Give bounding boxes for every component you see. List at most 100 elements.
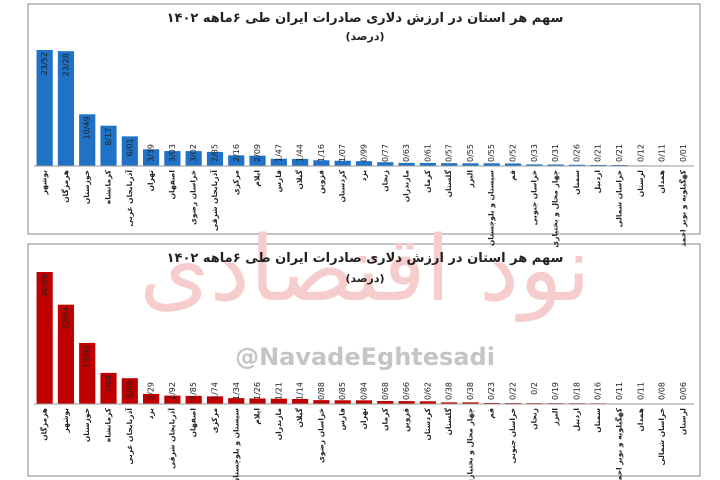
- bar: [483, 163, 500, 166]
- category-label: فارس: [274, 170, 283, 192]
- category-label: کرمان: [380, 407, 389, 431]
- bar: [228, 155, 245, 166]
- bar: [36, 272, 53, 404]
- category-label: قزوین: [402, 408, 411, 432]
- value-label: 0/18: [572, 382, 581, 400]
- category-label: آذربایجان شرقی: [166, 408, 176, 469]
- category-label: البرز: [551, 408, 560, 426]
- value-label: 0/68: [381, 382, 390, 400]
- value-label: 13/92: [83, 345, 92, 368]
- bar: [100, 125, 117, 166]
- bar: [504, 163, 522, 166]
- value-label: 2/85: [210, 144, 219, 162]
- bar: [590, 164, 607, 166]
- watermark: @NavadeEghtesadi: [235, 343, 495, 371]
- value-label: 1/07: [338, 144, 347, 162]
- bar: [121, 136, 138, 166]
- bar: [249, 155, 266, 166]
- value-label: 3/39: [147, 144, 156, 162]
- category-label: هرمزگان: [40, 408, 49, 441]
- category-label: سیستان و بلوچستان: [487, 170, 496, 246]
- value-label: 0/22: [509, 382, 518, 400]
- bar: [57, 304, 75, 404]
- bar: [270, 398, 287, 404]
- bar: [292, 158, 309, 166]
- category-label: مازندران: [274, 408, 283, 441]
- bar: [398, 401, 415, 404]
- bar: [313, 160, 330, 166]
- bar: [355, 400, 373, 404]
- value-label: 0/88: [317, 382, 326, 400]
- bar: [462, 163, 479, 166]
- category-label: مرکزی: [210, 408, 219, 434]
- bar: [419, 162, 436, 166]
- chart-subtitle: (درصد): [345, 272, 384, 285]
- panel-frame: [27, 243, 701, 477]
- bar: [568, 164, 585, 166]
- bar: [441, 163, 458, 166]
- value-label: 0/52: [509, 144, 518, 162]
- value-label: 1/47: [274, 144, 283, 162]
- value-label: 0/84: [360, 382, 369, 400]
- value-label: 0/38: [445, 382, 454, 400]
- chart-title: سهم هر استان در ارزش دلاری صادرات ایران …: [167, 251, 564, 266]
- bar: [143, 393, 160, 404]
- category-label: لرستان: [678, 408, 687, 435]
- value-label: 0/62: [423, 382, 432, 400]
- category-label: آذربایجان غربی: [124, 408, 134, 465]
- category-label: گلستان: [444, 407, 453, 435]
- category-label: چهار محال و بختیاری: [465, 408, 474, 480]
- category-label: گیلان: [295, 169, 304, 189]
- category-label: خراسان رضوی: [316, 408, 325, 463]
- bar: [206, 151, 224, 166]
- bar: [164, 395, 181, 404]
- category-label: تهران: [359, 408, 368, 430]
- category-label: خراسان جنوبی: [529, 170, 538, 225]
- category-label: فارس: [338, 408, 347, 430]
- value-label: 0/11: [615, 382, 624, 400]
- category-label: ایلام: [253, 170, 262, 187]
- category-label: کرمان: [423, 169, 432, 193]
- value-label: 3/02: [189, 144, 198, 162]
- bar: [462, 402, 479, 404]
- category-label: زنجان: [529, 408, 538, 430]
- panel-frame: [27, 3, 701, 235]
- category-label: همدان: [636, 408, 645, 432]
- value-label: 0/61: [423, 144, 432, 162]
- value-label: 1/21: [274, 382, 283, 400]
- bar: [313, 400, 330, 404]
- category-label: لرستان: [636, 170, 645, 197]
- category-label: خوزستان: [82, 408, 91, 442]
- bar: [334, 160, 351, 166]
- bar: [249, 398, 266, 404]
- value-label: 0/66: [402, 382, 411, 400]
- category-label: کهگیلویه و بویر احمد: [678, 169, 687, 246]
- value-label: 0/21: [594, 144, 603, 162]
- value-label: 8/17: [104, 128, 113, 146]
- value-label: 1/26: [253, 382, 262, 400]
- value-label: 0/11: [636, 382, 645, 400]
- bar: [36, 50, 53, 166]
- category-label: کهگیلویه و بویر احمد: [614, 407, 623, 480]
- logo-watermark: نود اقتصادی: [139, 217, 590, 322]
- value-label: 0/33: [530, 144, 539, 162]
- category-label: چهار محال و بختیاری: [551, 170, 560, 248]
- category-label: سمنان: [593, 408, 602, 433]
- category-label: اردبیل: [572, 408, 581, 431]
- bar: [419, 401, 436, 404]
- chart-title: سهم هر استان در ارزش دلاری صادرات ایران …: [167, 11, 564, 26]
- value-label: 5/88: [125, 380, 134, 398]
- bar: [441, 402, 458, 404]
- value-label: 0/26: [572, 144, 581, 162]
- category-label: هرمزگان: [61, 170, 70, 203]
- category-label: اصفهان: [167, 170, 176, 199]
- bar: [57, 51, 75, 167]
- value-label: 0/11: [658, 144, 667, 162]
- bar: [185, 151, 202, 166]
- category-label: بوشهر: [40, 170, 49, 196]
- value-label: 3/03: [168, 144, 177, 162]
- bar: [377, 162, 394, 166]
- bar: [292, 398, 309, 404]
- category-label: اصفهان: [189, 408, 198, 437]
- value-label: 30/09: [40, 274, 49, 297]
